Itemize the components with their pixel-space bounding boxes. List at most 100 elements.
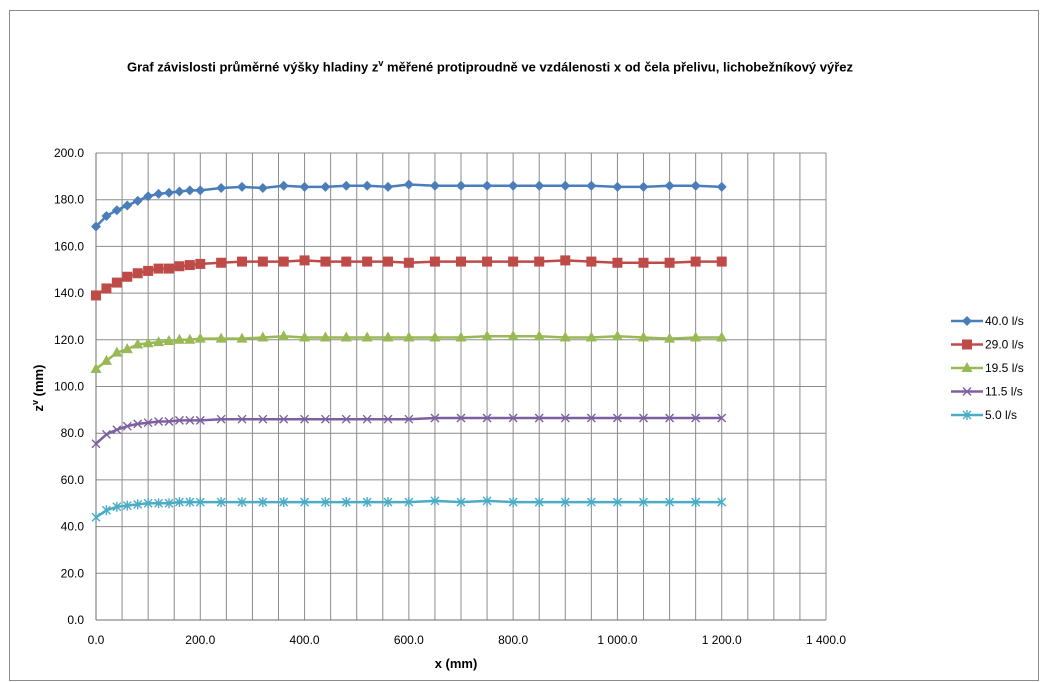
data-point bbox=[362, 180, 373, 191]
y-tick-label: 0.0 bbox=[67, 613, 84, 627]
data-point bbox=[154, 498, 164, 509]
data-point bbox=[164, 417, 174, 427]
data-point bbox=[534, 180, 545, 191]
data-point bbox=[362, 497, 372, 508]
data-point bbox=[691, 413, 701, 423]
data-point bbox=[508, 497, 518, 508]
data-point bbox=[664, 180, 675, 191]
data-point bbox=[216, 497, 226, 508]
data-point bbox=[195, 497, 205, 508]
data-point bbox=[153, 336, 165, 347]
data-point bbox=[237, 256, 247, 267]
x-tick-label: 1 000.0 bbox=[597, 633, 637, 647]
data-point bbox=[143, 265, 154, 276]
data-point bbox=[341, 414, 351, 424]
data-point bbox=[299, 181, 310, 192]
data-point bbox=[403, 257, 414, 268]
axes: 0.0 20.0 40.0 60.0 80.0 100.0 120.0 140.0 160.0 1… bbox=[54, 146, 846, 647]
data-point bbox=[143, 191, 154, 202]
data-point bbox=[638, 331, 649, 342]
x-tick-label: 1 400.0 bbox=[806, 633, 846, 647]
chart-title: Graf závislosti průměrné výšky hladiny z… bbox=[60, 54, 920, 76]
x-axis-title: x (mm) bbox=[435, 656, 478, 671]
data-point bbox=[91, 512, 101, 523]
data-point bbox=[320, 256, 331, 267]
y-tick-label: 140.0 bbox=[54, 286, 84, 300]
y-axis-title-main: z bbox=[31, 404, 46, 411]
series-11-5-l-s bbox=[91, 413, 727, 449]
data-point bbox=[716, 256, 727, 267]
data-point bbox=[611, 330, 623, 341]
data-point bbox=[142, 337, 154, 348]
data-point bbox=[143, 498, 153, 509]
data-point bbox=[639, 413, 648, 423]
chart-title-main: Graf závislosti průměrné výšky hladiny z bbox=[126, 59, 379, 75]
data-point bbox=[340, 331, 352, 342]
data-point bbox=[101, 505, 111, 516]
data-point bbox=[404, 497, 414, 508]
data-point bbox=[121, 343, 133, 354]
data-point bbox=[132, 195, 143, 206]
data-point bbox=[174, 261, 185, 272]
data-point bbox=[300, 414, 310, 424]
data-point bbox=[91, 439, 101, 449]
data-point bbox=[320, 497, 330, 508]
legend-label: 40.0 l/s bbox=[985, 314, 1024, 328]
data-point bbox=[456, 497, 466, 508]
data-point bbox=[122, 500, 132, 511]
data-point bbox=[560, 497, 570, 508]
data-point bbox=[341, 256, 352, 267]
data-point bbox=[404, 414, 414, 424]
data-point bbox=[456, 413, 466, 423]
legend-item: 40.0 l/s bbox=[951, 314, 1024, 328]
data-point bbox=[690, 256, 701, 267]
data-point bbox=[184, 333, 196, 344]
data-point bbox=[278, 330, 290, 341]
data-point bbox=[164, 263, 174, 274]
data-point bbox=[185, 415, 195, 425]
data-point bbox=[383, 256, 393, 267]
chart-title-superscript: v bbox=[378, 58, 384, 68]
data-point bbox=[174, 497, 184, 508]
data-point bbox=[430, 495, 440, 506]
legend-item: 5.0 l/s bbox=[951, 408, 1017, 422]
series-layer bbox=[90, 179, 728, 523]
data-point bbox=[143, 418, 153, 428]
data-point bbox=[481, 330, 493, 341]
data-point bbox=[716, 331, 728, 342]
data-point bbox=[258, 414, 268, 424]
data-point bbox=[455, 331, 467, 342]
data-point bbox=[560, 180, 571, 191]
y-tick-label: 100.0 bbox=[54, 380, 84, 394]
data-point bbox=[482, 413, 492, 423]
data-point bbox=[278, 256, 289, 267]
data-point bbox=[174, 186, 185, 197]
data-point bbox=[319, 331, 331, 342]
data-point bbox=[279, 414, 289, 424]
data-point bbox=[383, 497, 393, 508]
data-point bbox=[691, 497, 701, 508]
data-point bbox=[163, 334, 175, 345]
legend: 40.0 l/s 29.0 l/s 19.5 l/s 11.5 l/s 5.0 l/s bbox=[951, 314, 1024, 422]
data-point bbox=[383, 414, 393, 424]
data-point bbox=[612, 497, 622, 508]
data-point bbox=[111, 346, 123, 357]
data-point bbox=[456, 180, 466, 191]
legend-marker bbox=[961, 362, 973, 372]
data-point bbox=[101, 429, 111, 439]
data-point bbox=[638, 257, 649, 268]
data-point bbox=[664, 332, 676, 343]
legend-label: 29.0 l/s bbox=[985, 338, 1024, 352]
data-point bbox=[122, 271, 133, 282]
data-point bbox=[690, 331, 702, 342]
y-axis-title-superscript: v bbox=[30, 400, 40, 405]
data-point bbox=[173, 333, 185, 344]
data-point bbox=[153, 263, 164, 274]
legend-label: 19.5 l/s bbox=[985, 361, 1024, 375]
data-point bbox=[184, 260, 195, 271]
data-point bbox=[185, 497, 195, 508]
chart-title-rest: měřené protiproudně ve vzdálenosti x od … bbox=[383, 59, 854, 75]
data-point bbox=[237, 414, 247, 424]
data-point bbox=[216, 257, 227, 268]
